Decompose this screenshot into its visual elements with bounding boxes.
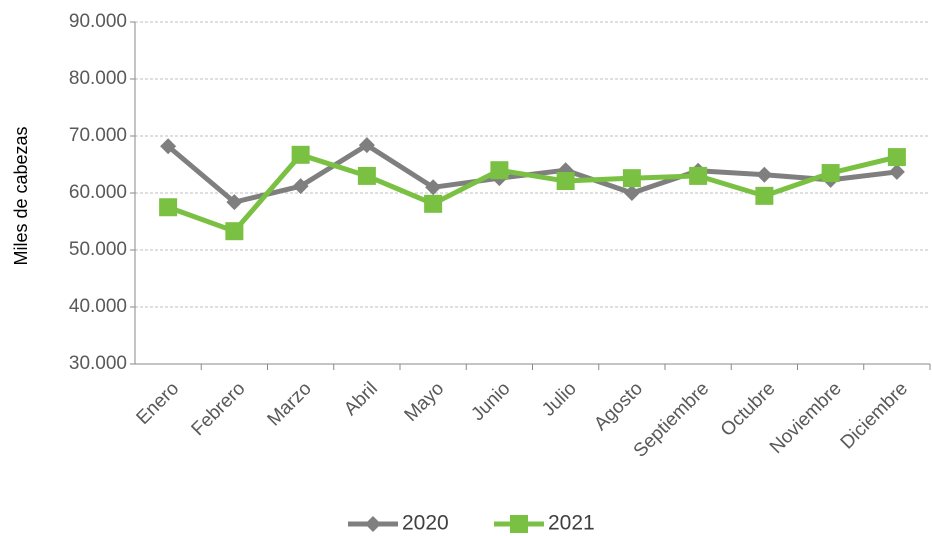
x-tick-label: Junio	[467, 378, 514, 425]
data-point	[358, 137, 375, 154]
y-tick-label: 50.000	[69, 239, 127, 260]
x-tick-label: Abril	[340, 378, 382, 420]
data-point	[159, 198, 178, 217]
x-tick-label: Julio	[538, 378, 580, 420]
data-point	[490, 161, 509, 180]
data-point	[424, 194, 443, 213]
x-tick-label: Enero	[133, 378, 184, 429]
data-point	[292, 178, 309, 195]
y-tick-label: 80.000	[69, 68, 127, 89]
data-point	[425, 179, 442, 196]
series-line	[167, 152, 898, 234]
y-tick-label: 30.000	[69, 353, 127, 374]
x-tick-label: Marzo	[264, 378, 316, 430]
data-point	[888, 163, 905, 180]
data-point	[623, 185, 640, 201]
data-point	[226, 194, 243, 211]
y-tick-label: 40.000	[69, 296, 127, 317]
x-tick-label: Diciembre	[837, 378, 912, 453]
x-tick-label: Mayo	[400, 378, 448, 426]
legend-marker	[365, 516, 381, 532]
y-tick-label: 70.000	[69, 125, 127, 146]
legend-label: 2021	[548, 512, 595, 535]
y-tick-label: 90.000	[69, 11, 127, 32]
x-tick-label: Febrero	[188, 378, 250, 440]
data-point	[887, 148, 906, 167]
legend-label: 2020	[402, 512, 449, 535]
data-point	[755, 186, 774, 205]
y-axis-label: Miles de cabezas	[11, 126, 31, 265]
legend-marker	[510, 515, 528, 533]
data-point	[689, 166, 708, 185]
y-tick-label: 60.000	[69, 182, 127, 203]
data-point	[622, 169, 641, 188]
x-tick-label: Agosto	[590, 378, 647, 435]
x-tick-label: Octubre	[717, 378, 780, 441]
data-point	[556, 172, 575, 191]
data-point	[756, 166, 773, 183]
data-point	[357, 166, 376, 185]
data-point	[821, 164, 840, 183]
x-tick-label: Noviembre	[766, 378, 846, 458]
data-point	[291, 145, 310, 164]
data-point	[160, 138, 177, 155]
data-point	[225, 222, 244, 241]
